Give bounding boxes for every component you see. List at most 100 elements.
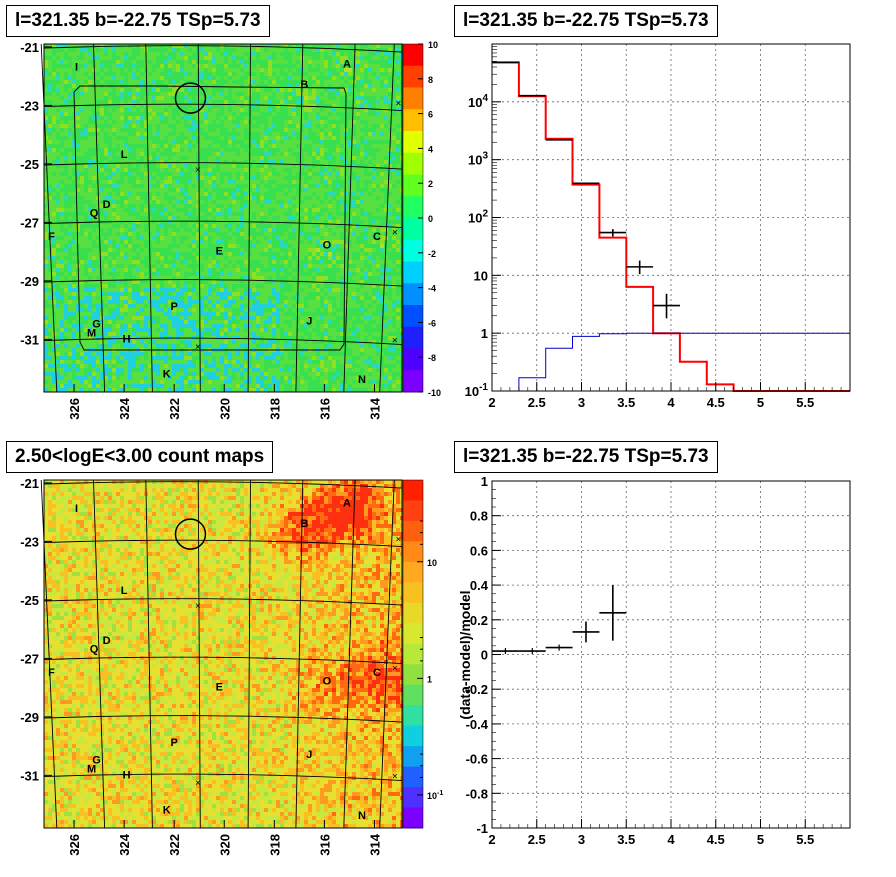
res-map-pixel (136, 136, 140, 140)
res-map-pixel (164, 164, 168, 168)
res-map-pixel (300, 192, 304, 196)
res-map-pixel (196, 136, 200, 140)
res-map-pixel (148, 208, 152, 212)
res-map-pixel (376, 112, 380, 116)
res-map-pixel (260, 52, 264, 56)
res-map-pixel (108, 256, 112, 260)
res-map-pixel (60, 128, 64, 132)
res-map-pixel (208, 160, 212, 164)
res-map-pixel (56, 76, 60, 80)
res-map-pixel (304, 184, 308, 188)
res-map-pixel (64, 216, 68, 220)
res-map-pixel (352, 164, 356, 168)
res-map-pixel (208, 256, 212, 260)
res-map-pixel (300, 196, 304, 200)
res-map-pixel (284, 52, 288, 56)
res-map-pixel (320, 140, 324, 144)
res-map-pixel (364, 256, 368, 260)
res-map-pixel (132, 100, 136, 104)
res-map-pixel (288, 112, 292, 116)
res-map-pixel (100, 92, 104, 96)
res-map-pixel (228, 48, 232, 52)
res-map-pixel (356, 224, 360, 228)
res-map-pixel (356, 248, 360, 252)
res-map-pixel (52, 56, 56, 60)
res-map-pixel (232, 188, 236, 192)
res-map-pixel (84, 156, 88, 160)
res-map-pixel (160, 100, 164, 104)
res-map-pixel (44, 52, 48, 56)
res-map-pixel (124, 208, 128, 212)
res-map-pixel (116, 180, 120, 184)
res-map-pixel (264, 64, 268, 68)
res-map-pixel (148, 116, 152, 120)
res-map-pixel (392, 128, 396, 132)
res-map-pixel (292, 88, 296, 92)
res-map-pixel (256, 196, 260, 200)
res-map-pixel (172, 100, 176, 104)
res-map-pixel (324, 144, 328, 148)
res-map-pixel (324, 88, 328, 92)
res-map-pixel (152, 256, 156, 260)
res-map-pixel (328, 136, 332, 140)
res-map-pixel (136, 184, 140, 188)
res-map-pixel (340, 232, 344, 236)
res-map-pixel (208, 48, 212, 52)
res-map-pixel (340, 156, 344, 160)
res-map-pixel (356, 200, 360, 204)
res-map-pixel (220, 248, 224, 252)
res-map-pixel (272, 168, 276, 172)
res-map-pixel (232, 128, 236, 132)
res-map-pixel (104, 124, 108, 128)
res-map-pixel (200, 164, 204, 168)
res-map-pixel (260, 256, 264, 260)
res-map-pixel (80, 236, 84, 240)
res-map-pixel (336, 52, 340, 56)
res-map-pixel (108, 52, 112, 56)
res-map-pixel (288, 108, 292, 112)
res-map-pixel (260, 164, 264, 168)
res-map-pixel (292, 228, 296, 232)
res-map-pixel (88, 120, 92, 124)
res-map-pixel (192, 52, 196, 56)
res-map-pixel (348, 152, 352, 156)
res-map-pixel (268, 240, 272, 244)
res-map-pixel (364, 88, 368, 92)
res-map-pixel (240, 100, 244, 104)
res-map-pixel (192, 108, 196, 112)
res-map-pixel (256, 224, 260, 228)
res-map-pixel (368, 120, 372, 124)
res-map-pixel (120, 124, 124, 128)
res-map-pixel (224, 60, 228, 64)
res-map-pixel (292, 168, 296, 172)
res-map-pixel (268, 236, 272, 240)
res-map-pixel (112, 116, 116, 120)
res-map-pixel (224, 56, 228, 60)
res-map-pixel (136, 112, 140, 116)
res-map-pixel (248, 248, 252, 252)
res-map-pixel (44, 168, 48, 172)
res-map-pixel (136, 68, 140, 72)
res-map-pixel (212, 156, 216, 160)
res-map-pixel (328, 260, 332, 264)
res-map-pixel (368, 176, 372, 180)
res-map-pixel (64, 100, 68, 104)
res-map-pixel (200, 172, 204, 176)
res-map-pixel (316, 120, 320, 124)
res-map-pixel (188, 160, 192, 164)
res-map-pixel (232, 168, 236, 172)
res-map-pixel (172, 212, 176, 216)
res-map-pixel (92, 208, 96, 212)
res-map-pixel (104, 188, 108, 192)
res-map-pixel (96, 132, 100, 136)
res-map-pixel (316, 244, 320, 248)
res-map-pixel (272, 124, 276, 128)
res-map-pixel (84, 148, 88, 152)
res-map-pixel (344, 168, 348, 172)
res-map-pixel (364, 136, 368, 140)
res-map-pixel (372, 152, 376, 156)
res-map-pixel (200, 264, 204, 268)
res-map-pixel (144, 208, 148, 212)
res-map-pixel (356, 232, 360, 236)
res-map-pixel (364, 120, 368, 124)
